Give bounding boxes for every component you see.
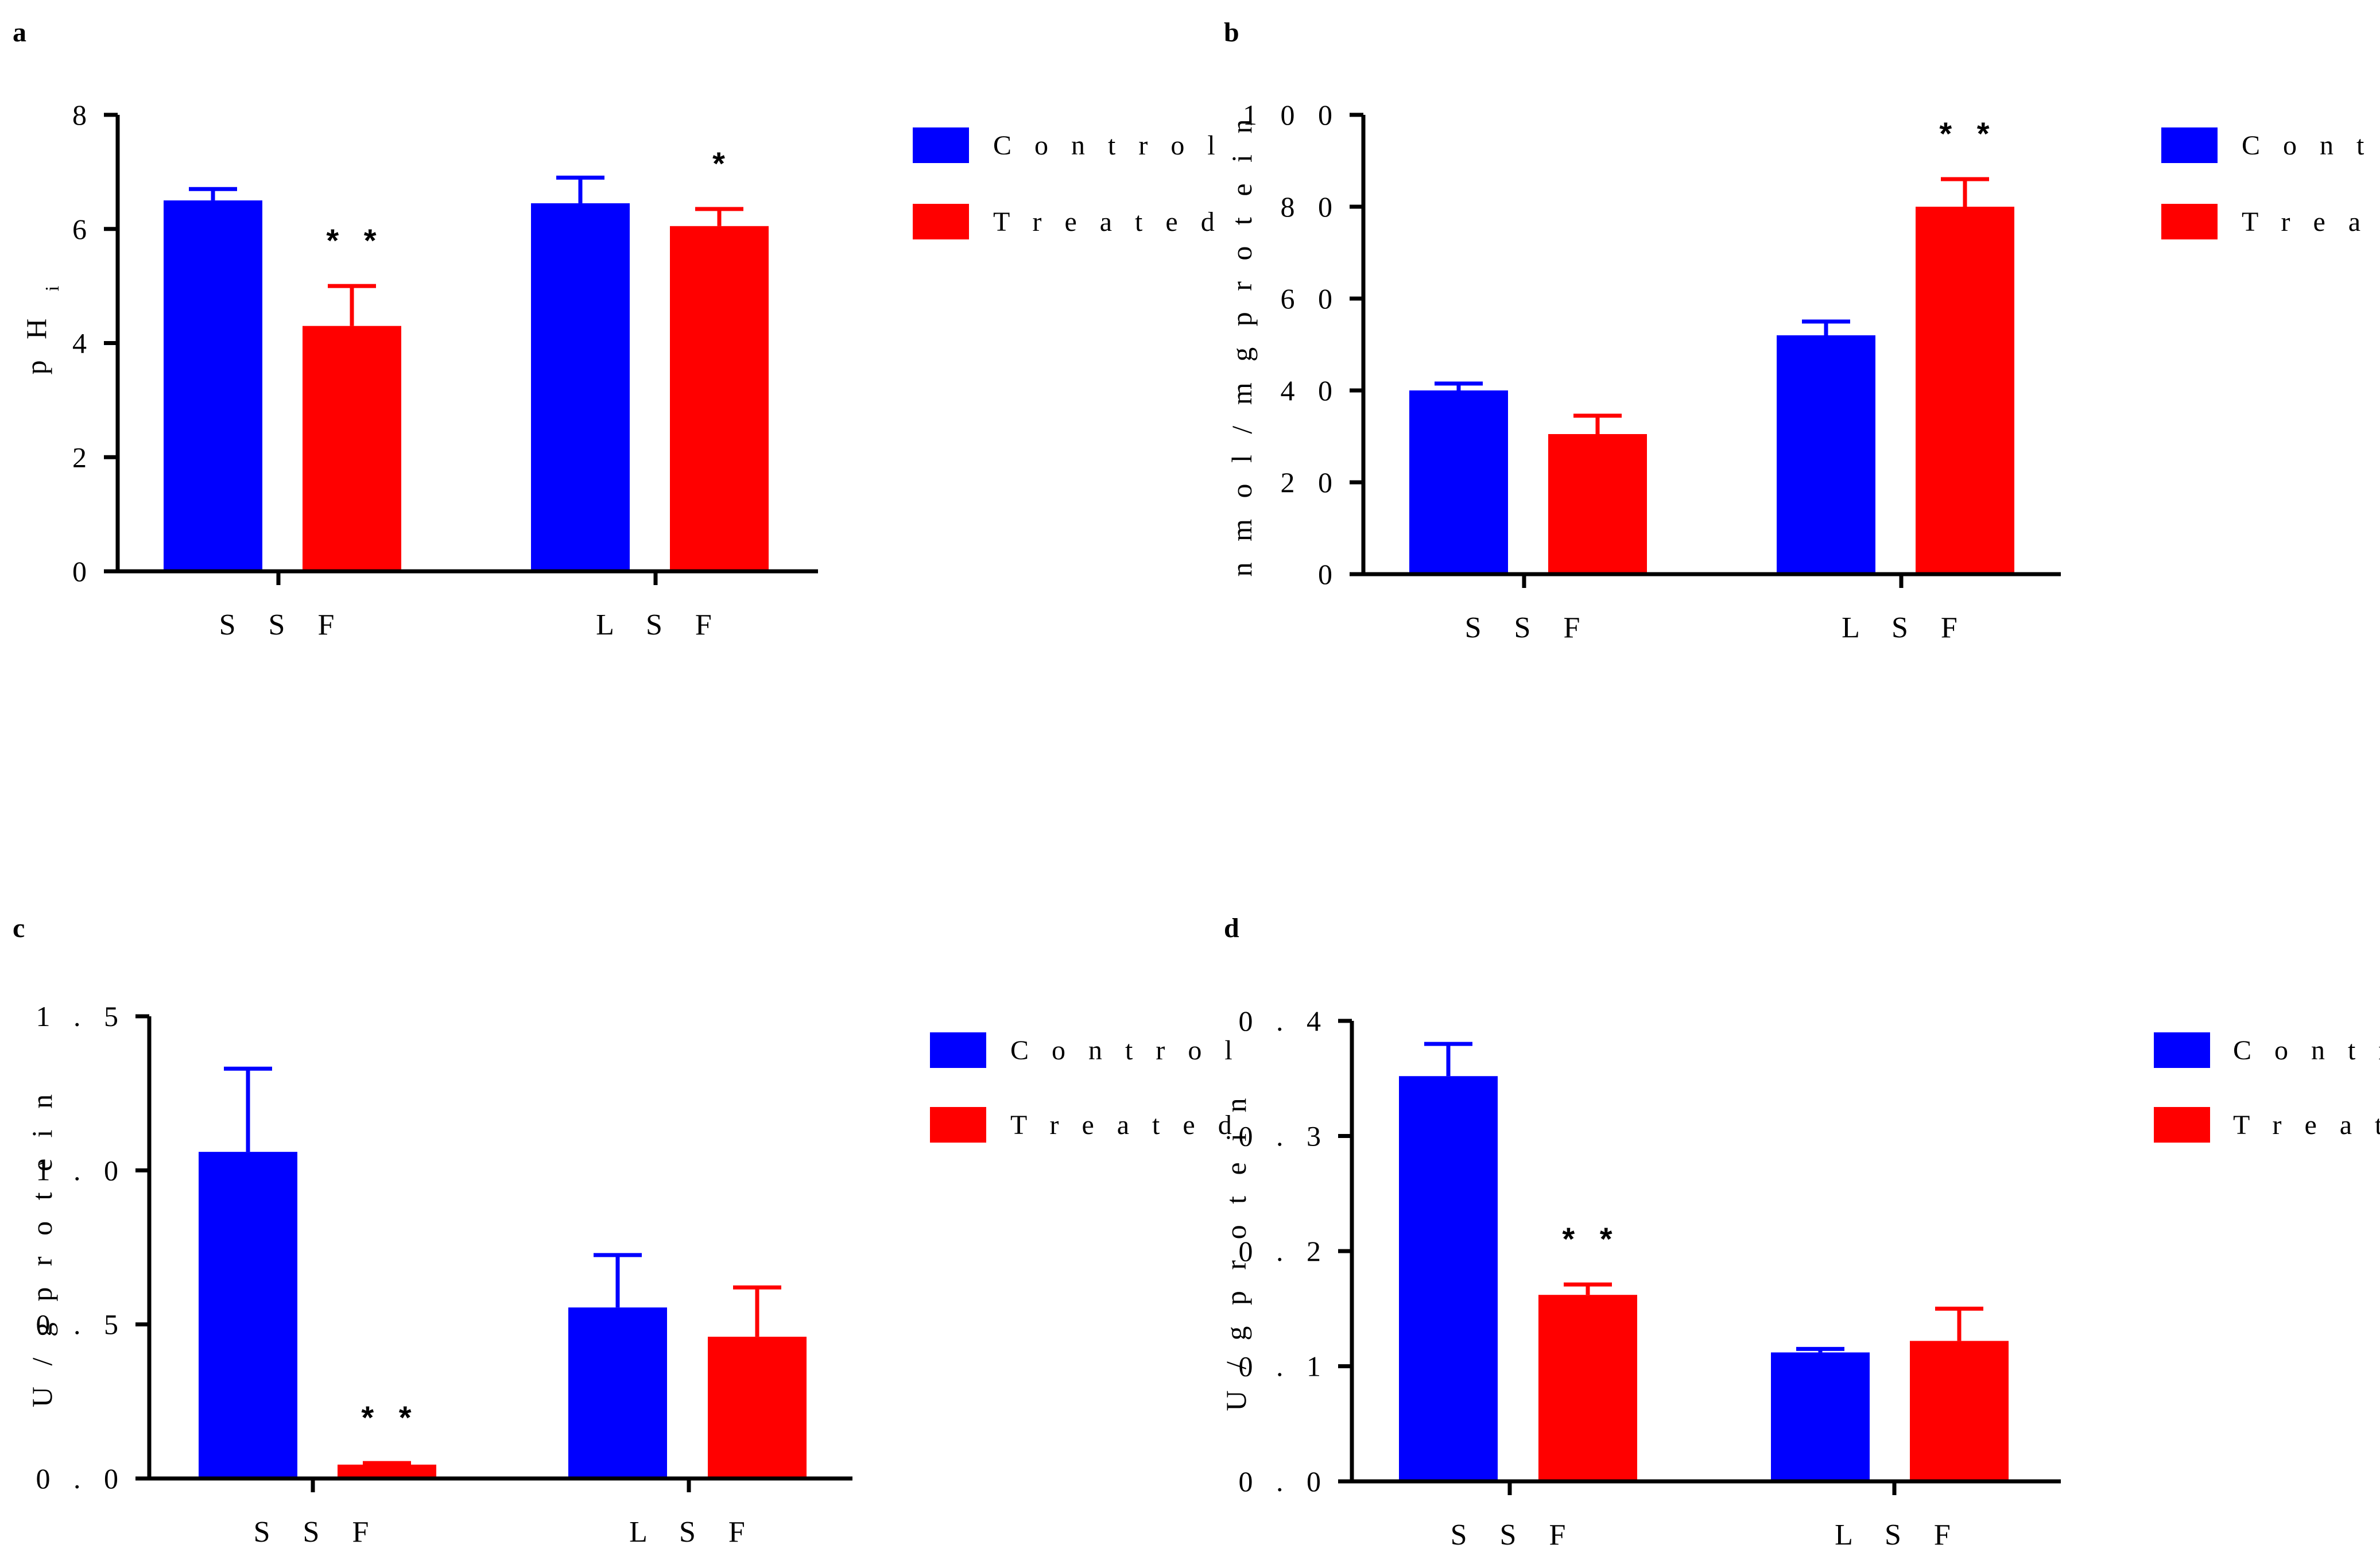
significance-annotation: * * [1939,115,1997,152]
legend-swatch-treated [2154,1107,2210,1143]
y-tick-label: 8 0 [1281,191,1341,223]
legend-label-control: C o n t r o l [2242,130,2380,161]
y-tick-label: 0 [1318,558,1340,590]
y-tick-label: 0 . 5 [36,1309,127,1341]
y-tick-label: 1 . 0 [36,1154,127,1186]
legend-label-treated: T r e a t e d [2233,1110,2380,1140]
legend-label-control: C o n t r o l [993,130,1223,161]
bar-treated-ssf [338,1464,436,1478]
legend-swatch-treated [913,204,969,239]
legend-swatch-treated [2161,204,2218,239]
plot-d: 0 . 0 0 . 1 0 . 2 0 . 3 0 . 4 S S F L S F U / g… [1220,1005,2380,1551]
y-axis-title: n m o l / m g p r o t e i n [1226,113,1258,577]
bar-control-lsf [568,1307,667,1478]
category-label-ssf: S S F [254,1516,382,1549]
bar-treated-lsf [1910,1341,2009,1481]
legend-swatch-treated [930,1107,986,1143]
y-tick-label: 0 . 0 [1239,1465,1329,1497]
bar-control-ssf [164,200,262,571]
category-label-ssf: S S F [1465,611,1593,644]
significance-annotation: * [712,145,733,181]
y-tick-label: 2 [72,441,95,473]
legend-swatch-control [913,127,969,163]
bar-control-ssf [199,1152,297,1478]
y-tick-label: 1 0 0 [1243,99,1340,131]
plot-c: 0 . 0 0 . 5 1 . 0 1 . 5 S S F L S F U / g p r … [26,1000,1241,1549]
bar-control-ssf [1409,390,1508,574]
category-label-ssf: S S F [1451,1519,1579,1551]
y-axis-title: p H [20,312,52,375]
panel-label-a: a [13,17,26,48]
y-tick-label: 0 . 3 [1239,1120,1329,1152]
bar-treated-lsf [708,1337,807,1478]
y-tick-label: 0 [72,555,95,587]
category-label-lsf: L S F [629,1516,758,1549]
y-axis-title: U / g p r o t e i n [26,1087,58,1407]
y-tick-label: 6 [72,213,95,245]
panel-a: a 0 2 4 6 8 S S F L S F p H i * * * C o n t r o l T … [13,17,1223,641]
y-tick-label: 4 [72,327,95,359]
plot-b: 0 2 0 4 0 6 0 8 0 1 0 0 S S F L S F n m o l / m … [1226,99,2380,644]
bar-treated-ssf [303,326,401,571]
category-label-lsf: L S F [596,609,724,641]
y-tick-label: 0 . 2 [1239,1235,1329,1267]
bar-treated-lsf [670,226,769,571]
category-label-ssf: S S F [219,609,347,641]
bar-control-lsf [1777,335,1875,574]
legend-label-treated: T r e a t e d [2242,207,2380,237]
category-label-lsf: L S F [1842,611,1970,644]
legend-label-control: C o n t r o l [2233,1035,2380,1066]
significance-annotation: * * [326,222,384,258]
panel-c: c 0 . 0 0 . 5 1 . 0 1 . 5 S S F L S F U / g p … [13,913,1241,1549]
panel-label-d: d [1224,913,1239,943]
significance-annotation: * * [1562,1221,1620,1257]
bar-treated-ssf [1548,434,1647,574]
y-tick-label: 8 [72,99,95,131]
legend-label-control: C o n t r o l [1010,1035,1241,1066]
y-tick-label: 0 . 1 [1239,1350,1329,1383]
legend-label-treated: T r e a t e d [993,207,1223,237]
y-tick-label: 2 0 [1281,466,1341,498]
category-label-lsf: L S F [1835,1519,1963,1551]
legend-label-treated: T r e a t e d [1010,1110,1240,1140]
panel-b: b 0 2 0 4 0 6 0 8 0 1 0 0 S S F L S F n m o l / … [1224,17,2380,644]
panel-d: d 0 . 0 0 . 1 0 . 2 0 . 3 0 . 4 S S F L S F U /… [1220,913,2380,1551]
bar-control-lsf [1771,1352,1870,1481]
bar-treated-ssf [1538,1295,1637,1481]
y-axis-title-subscript: i [42,286,63,291]
y-tick-label: 6 0 [1281,282,1341,315]
y-tick-label: 0 . 4 [1239,1005,1329,1037]
panel-label-b: b [1224,17,1239,48]
significance-annotation: * * [361,1399,419,1435]
legend-swatch-control [2161,127,2218,163]
y-tick-label: 4 0 [1281,374,1341,407]
bar-control-lsf [531,203,630,571]
y-tick-label: 1 . 5 [36,1000,127,1032]
bar-control-ssf [1399,1076,1498,1481]
legend-swatch-control [930,1032,986,1068]
bar-treated-lsf [1916,207,2014,574]
y-axis-title: U / g p r o t e i n [1220,1091,1252,1411]
plot-a: 0 2 4 6 8 S S F L S F p H i * * * C o n t r o l T r … [20,99,1223,641]
y-tick-label: 0 . 0 [36,1462,127,1495]
legend-swatch-control [2154,1032,2210,1068]
panel-label-c: c [13,913,25,943]
